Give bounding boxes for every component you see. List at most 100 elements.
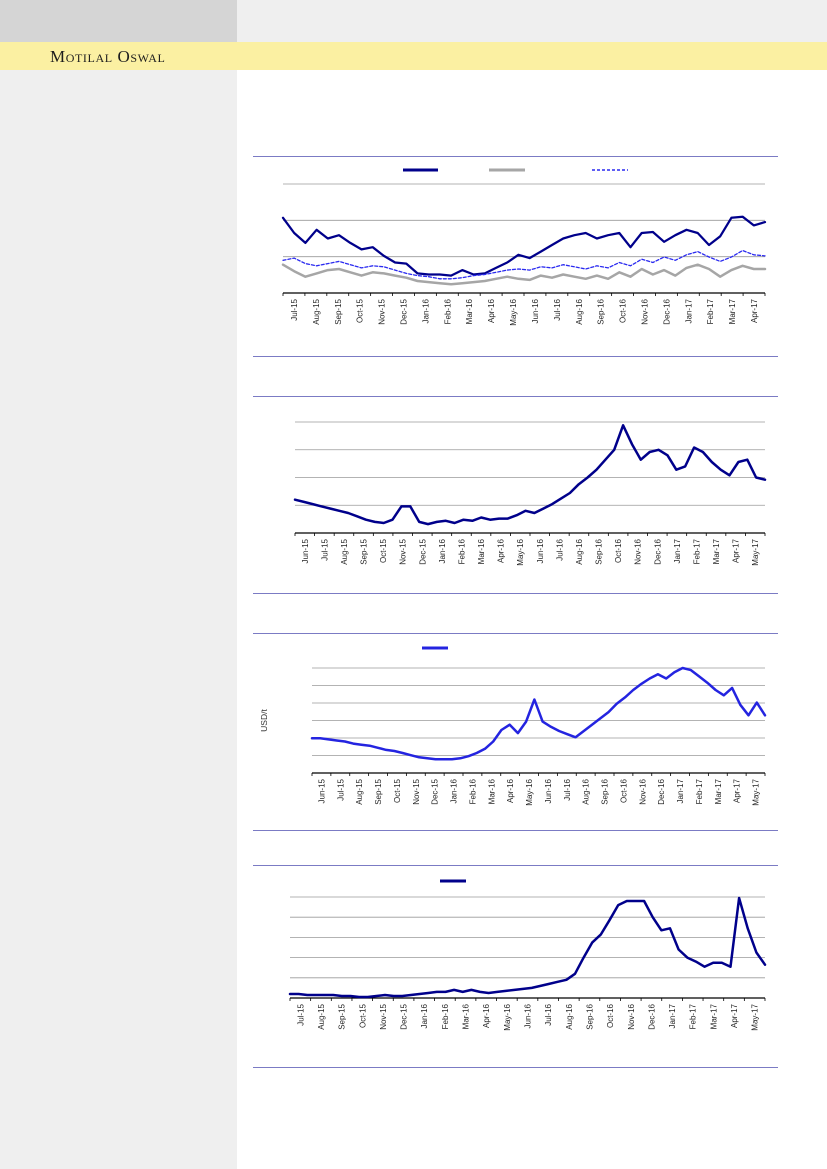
x-axis-label: May-17 — [752, 778, 761, 805]
section-divider-3-top — [253, 633, 778, 634]
x-axis-label: Mar-16 — [477, 538, 486, 564]
x-axis-label: Jan-17 — [673, 538, 682, 563]
brand-band: Motilal Oswal — [0, 42, 827, 70]
x-axis-label: Dec-16 — [647, 1003, 656, 1029]
x-axis-label: Jun-15 — [317, 778, 326, 803]
x-axis-label: Feb-17 — [695, 778, 704, 804]
x-axis-label: Aug-15 — [317, 1003, 326, 1029]
x-axis-label: Jul-15 — [290, 298, 299, 320]
x-axis-label: Jul-16 — [544, 1003, 553, 1025]
x-axis-label: Feb-16 — [468, 778, 477, 804]
x-axis-label: Apr-17 — [730, 1003, 739, 1028]
x-axis-label: Sep-16 — [601, 778, 610, 804]
x-axis-label: May-17 — [751, 1003, 760, 1030]
x-axis-label: Mar-17 — [728, 298, 737, 324]
x-axis-label: Feb-16 — [441, 1003, 450, 1029]
x-axis-label: Jun-15 — [301, 538, 310, 563]
x-axis-label: Jan-16 — [420, 1003, 429, 1028]
x-axis-label: Dec-16 — [653, 538, 662, 564]
x-axis-label: Nov-16 — [641, 298, 650, 324]
x-axis-label: Jul-15 — [320, 538, 329, 560]
line-chart-2: Jun-15 Jul-15 Aug-15 Sep-15 Oct-15 Nov-15 Dec-… — [293, 421, 767, 566]
series-navy-solid-series — [281, 215, 767, 277]
x-axis-label: Sep-16 — [595, 538, 604, 564]
x-axis-label: Oct-15 — [356, 298, 365, 323]
x-axis-label: Jun-16 — [536, 538, 545, 563]
x-axis-label: Mar-16 — [462, 1003, 471, 1029]
x-axis-label: Nov-16 — [627, 1003, 636, 1029]
section-divider-1-top — [253, 156, 778, 157]
x-axis-label: Apr-16 — [506, 778, 515, 803]
section-divider-3-bottom — [253, 830, 778, 831]
x-axis-label: Aug-15 — [340, 538, 349, 564]
series-navy-line — [293, 424, 767, 526]
x-axis-label: May-16 — [503, 1003, 512, 1030]
x-axis-label: Aug-16 — [565, 1003, 574, 1029]
series-blue-price-series — [310, 666, 767, 761]
x-axis-label: Feb-16 — [457, 538, 466, 564]
x-axis-label: Jul-16 — [553, 298, 562, 320]
x-axis-label: Nov-15 — [379, 1003, 388, 1029]
x-axis-label: Sep-15 — [374, 778, 383, 804]
content-area — [237, 70, 827, 1169]
x-axis-label: Aug-15 — [355, 778, 364, 804]
x-axis-label: Jan-16 — [450, 778, 459, 803]
x-axis-label: Oct-16 — [606, 1003, 615, 1028]
y-axis-unit-label: USD/t — [259, 709, 269, 732]
x-axis-label: Oct-15 — [379, 538, 388, 563]
x-axis-label: Apr-16 — [487, 298, 496, 323]
x-axis-label: Sep-15 — [360, 538, 369, 564]
x-axis-label: Dec-16 — [657, 778, 666, 804]
x-axis-label: Jan-17 — [676, 778, 685, 803]
x-axis-label: May-17 — [751, 538, 760, 565]
header-corner-box — [0, 0, 237, 42]
x-axis-label: Jun-16 — [524, 1003, 533, 1028]
x-axis-label: Apr-16 — [497, 538, 506, 563]
usd-per-tonne-line-chart-3: Jun-15 Jul-15 Aug-15 Sep-15 Oct-15 Nov-15 Dec-… — [259, 646, 767, 806]
x-axis-label: Oct-16 — [619, 778, 628, 803]
x-axis-label: Oct-15 — [358, 1003, 367, 1028]
section-divider-1-bottom — [253, 356, 778, 357]
series-blue-dashed-series — [282, 249, 766, 280]
x-axis-label: Nov-15 — [399, 538, 408, 564]
x-axis-label: Jan-17 — [684, 298, 693, 323]
x-axis-label: Jul-15 — [296, 1003, 305, 1025]
x-axis-label: Dec-16 — [662, 298, 671, 324]
x-axis-label: Mar-17 — [714, 778, 723, 804]
x-axis-label: Oct-16 — [619, 298, 628, 323]
x-axis-label: Dec-15 — [400, 1003, 409, 1029]
x-axis-label: Nov-16 — [638, 778, 647, 804]
x-axis-label: Mar-16 — [487, 778, 496, 804]
x-axis-label: Jul-16 — [563, 778, 572, 800]
x-axis-label: Aug-16 — [582, 778, 591, 804]
x-axis-label: Feb-17 — [706, 298, 715, 324]
x-axis-label: Dec-15 — [431, 778, 440, 804]
multi-line-chart-1: Jul-15 Aug-15 Sep-15 Oct-15 Nov-15 Dec-15 Jan-… — [281, 168, 767, 326]
x-axis-label: Feb-16 — [443, 298, 452, 324]
x-axis-label: Dec-15 — [400, 298, 409, 324]
x-axis-label: Jan-16 — [421, 298, 430, 323]
x-axis-label: Mar-17 — [712, 538, 721, 564]
x-axis-label: Sep-16 — [585, 1003, 594, 1029]
x-axis-label: Jul-15 — [336, 778, 345, 800]
x-axis-label: Aug-16 — [575, 538, 584, 564]
x-axis-label: Mar-16 — [465, 298, 474, 324]
x-axis-label: Mar-17 — [709, 1003, 718, 1029]
x-axis-label: Nov-16 — [634, 538, 643, 564]
x-axis-label: Aug-15 — [312, 298, 321, 324]
brand-logo-text: Motilal Oswal — [50, 47, 166, 66]
x-axis-label: Apr-16 — [482, 1003, 491, 1028]
x-axis-label: Sep-15 — [338, 1003, 347, 1029]
x-axis-label: Nov-15 — [378, 298, 387, 324]
x-axis-label: Oct-15 — [393, 778, 402, 803]
line-chart-4: Jul-15 Aug-15 Sep-15 Oct-15 Nov-15 Dec-15 Jan-… — [288, 879, 767, 1031]
section-divider-2-bottom — [253, 593, 778, 594]
x-axis-label: Feb-17 — [689, 1003, 698, 1029]
x-axis-label: Apr-17 — [750, 298, 759, 323]
left-sidebar — [0, 70, 237, 1169]
x-axis-label: Apr-17 — [733, 778, 742, 803]
x-axis-label: Sep-16 — [597, 298, 606, 324]
x-axis-label: May-16 — [509, 298, 518, 325]
x-axis-label: Jun-16 — [531, 298, 540, 323]
x-axis-label: Dec-15 — [418, 538, 427, 564]
